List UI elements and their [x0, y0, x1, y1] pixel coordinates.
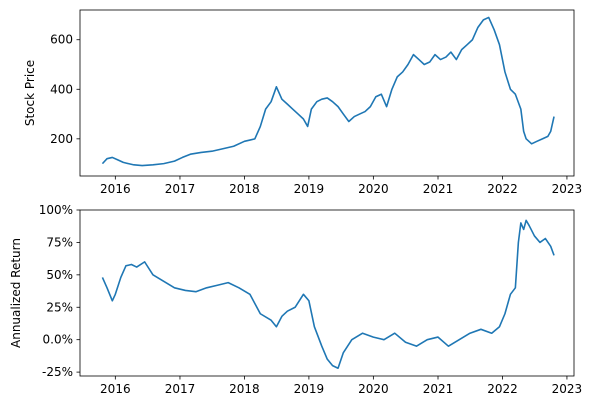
price-x-tick-label: 2016 — [100, 182, 131, 196]
return-y-axis-label: Annualized Return — [9, 238, 23, 348]
price-x-tick-label: 2017 — [165, 182, 196, 196]
return-x-tick-label: 2017 — [165, 382, 196, 396]
stock-price-chart: 2016 2017 2018 2019 2020 2021 2022 2023 200 400 60… — [23, 9, 583, 196]
price-axes-frame — [79, 9, 575, 177]
return-series-line — [101, 219, 555, 370]
price-x-tick-label: 2019 — [294, 182, 325, 196]
return-x-tick-label: 2018 — [229, 382, 260, 396]
return-axes-frame — [79, 209, 575, 377]
annualized-return-chart: 2016 2017 2018 2019 2020 2021 2022 2023 -25% 0.0%… — [9, 203, 582, 396]
return-x-tick-label: 2023 — [552, 382, 583, 396]
return-x-tick-label: 2021 — [423, 382, 454, 396]
return-x-tick-label: 2022 — [487, 382, 518, 396]
price-y-axis-label: Stock Price — [23, 60, 37, 126]
price-x-tick-label: 2022 — [487, 182, 518, 196]
return-x-tick-label: 2016 — [100, 382, 131, 396]
price-series-line — [101, 16, 555, 167]
price-y-tick-label: 400 — [50, 82, 73, 96]
price-y-tick-label: 600 — [50, 33, 73, 47]
return-y-tick-label: -25% — [42, 365, 73, 379]
return-y-tick-label: 25% — [46, 300, 73, 314]
return-y-tick-label: 50% — [46, 268, 73, 282]
return-y-tick-label: 0.0% — [43, 333, 74, 347]
price-x-tick-label: 2020 — [358, 182, 389, 196]
price-y-tick-label: 200 — [50, 132, 73, 146]
price-x-tick-label: 2021 — [423, 182, 454, 196]
return-y-tick-label: 75% — [46, 235, 73, 249]
return-y-tick-label: 100% — [39, 203, 73, 217]
price-x-tick-label: 2018 — [229, 182, 260, 196]
return-x-tick-label: 2020 — [358, 382, 389, 396]
price-x-tick-label: 2023 — [552, 182, 583, 196]
return-x-tick-label: 2019 — [294, 382, 325, 396]
